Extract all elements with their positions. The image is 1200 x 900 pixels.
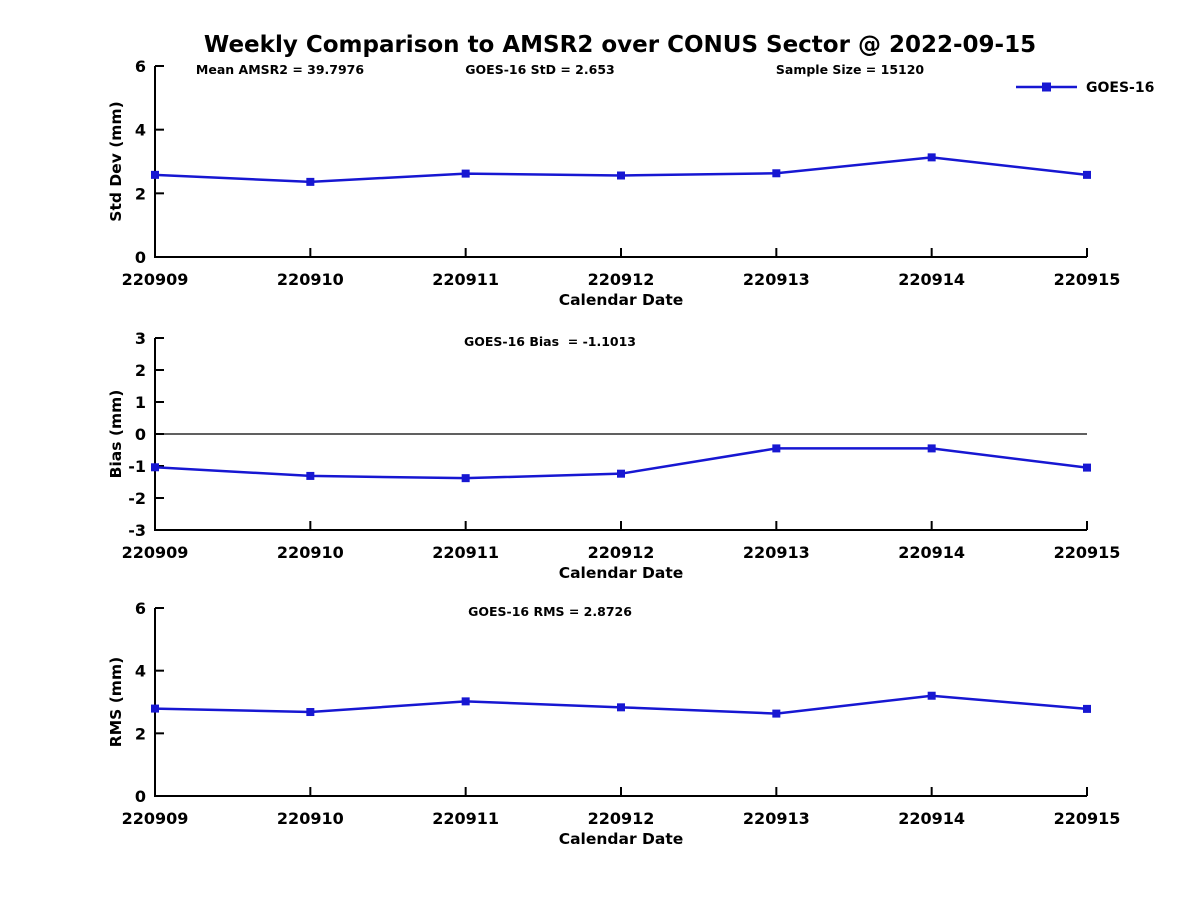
y-tick-label: 0 — [135, 248, 146, 267]
y-tick-label: -1 — [128, 457, 146, 476]
y-tick-label: 1 — [135, 393, 146, 412]
x-tick-label: 220909 — [122, 543, 189, 562]
plot-border — [154, 608, 1087, 797]
data-marker — [617, 703, 625, 712]
data-marker — [151, 704, 159, 713]
x-tick-label: 220915 — [1054, 809, 1121, 828]
x-tick-label: 220914 — [898, 809, 965, 828]
x-tick-label: 220909 — [122, 809, 189, 828]
annotation: GOES-16 RMS = 2.8726 — [468, 604, 632, 619]
annotation: GOES-16 StD = 2.653 — [465, 62, 614, 77]
legend-label: GOES-16 — [1086, 80, 1154, 96]
data-marker — [151, 463, 159, 472]
annotation: Sample Size = 15120 — [776, 62, 925, 77]
x-tick-label: 220911 — [432, 543, 499, 562]
subplot-std-dev: 0 2 4 6 220909 220910 220911 220912 220913 220914… — [107, 57, 1154, 309]
x-tick-label: 220909 — [122, 270, 189, 289]
y-tick-label: -3 — [128, 521, 146, 540]
y-axis-title: Std Dev (mm) — [107, 101, 125, 221]
data-marker — [772, 709, 781, 718]
y-tick-label: 6 — [135, 57, 146, 76]
data-marker — [306, 471, 315, 480]
y-tick-label: 4 — [135, 662, 146, 681]
data-marker — [306, 177, 315, 186]
plot-border — [154, 66, 1087, 258]
legend-marker — [1042, 82, 1051, 92]
data-marker — [461, 169, 470, 178]
y-tick-label: 6 — [135, 599, 146, 618]
annotation: GOES-16 Bias = -1.1013 — [464, 334, 636, 349]
x-tick-label: 220911 — [432, 809, 499, 828]
x-tick-label: 220910 — [277, 809, 344, 828]
x-axis-title: Calendar Date — [559, 291, 684, 309]
x-tick-label: 220914 — [898, 543, 965, 562]
y-tick-label: 3 — [135, 329, 146, 348]
data-marker — [617, 171, 625, 180]
x-tick-label: 220914 — [898, 270, 965, 289]
annotation: Mean AMSR2 = 39.7976 — [196, 62, 364, 77]
data-marker — [772, 169, 781, 178]
page-title: Weekly Comparison to AMSR2 over CONUS Se… — [203, 32, 1037, 58]
data-marker — [1083, 463, 1091, 472]
data-marker — [461, 697, 470, 706]
y-tick-label: 0 — [135, 787, 146, 806]
y-tick-label: 2 — [135, 724, 146, 743]
y-axis-title: RMS (mm) — [107, 657, 125, 747]
x-tick-label: 220912 — [588, 543, 655, 562]
x-tick-label: 220910 — [277, 543, 344, 562]
data-marker — [927, 153, 936, 162]
data-marker — [151, 170, 159, 179]
y-tick-label: 0 — [135, 425, 146, 444]
x-tick-label: 220912 — [588, 809, 655, 828]
x-tick-label: 220911 — [432, 270, 499, 289]
x-tick-label: 220913 — [743, 270, 810, 289]
y-tick-label: 2 — [135, 361, 146, 380]
data-marker — [1083, 170, 1091, 179]
data-marker — [1083, 704, 1091, 713]
y-tick-label: 4 — [135, 121, 146, 140]
x-tick-label: 220910 — [277, 270, 344, 289]
subplot-rms: 0 2 4 6 220909 220910 220911 220912 220913 220914… — [107, 599, 1120, 848]
data-marker — [617, 469, 625, 478]
data-marker — [927, 444, 936, 453]
data-marker — [461, 474, 470, 483]
data-marker — [927, 691, 936, 700]
data-marker — [772, 444, 781, 453]
x-tick-label: 220913 — [743, 809, 810, 828]
y-axis-title: Bias (mm) — [107, 390, 125, 479]
legend: GOES-16 — [1016, 80, 1154, 96]
subplot-bias: -3 -2 -1 0 1 2 3 220909 220910 220911 220912 220913… — [107, 329, 1120, 582]
y-tick-label: -2 — [128, 489, 146, 508]
data-marker — [306, 708, 315, 717]
x-tick-label: 220913 — [743, 543, 810, 562]
x-tick-label: 220915 — [1054, 270, 1121, 289]
x-axis-title: Calendar Date — [559, 564, 684, 582]
x-axis-title: Calendar Date — [559, 830, 684, 848]
x-tick-label: 220912 — [588, 270, 655, 289]
x-tick-label: 220915 — [1054, 543, 1121, 562]
y-tick-label: 2 — [135, 184, 146, 203]
